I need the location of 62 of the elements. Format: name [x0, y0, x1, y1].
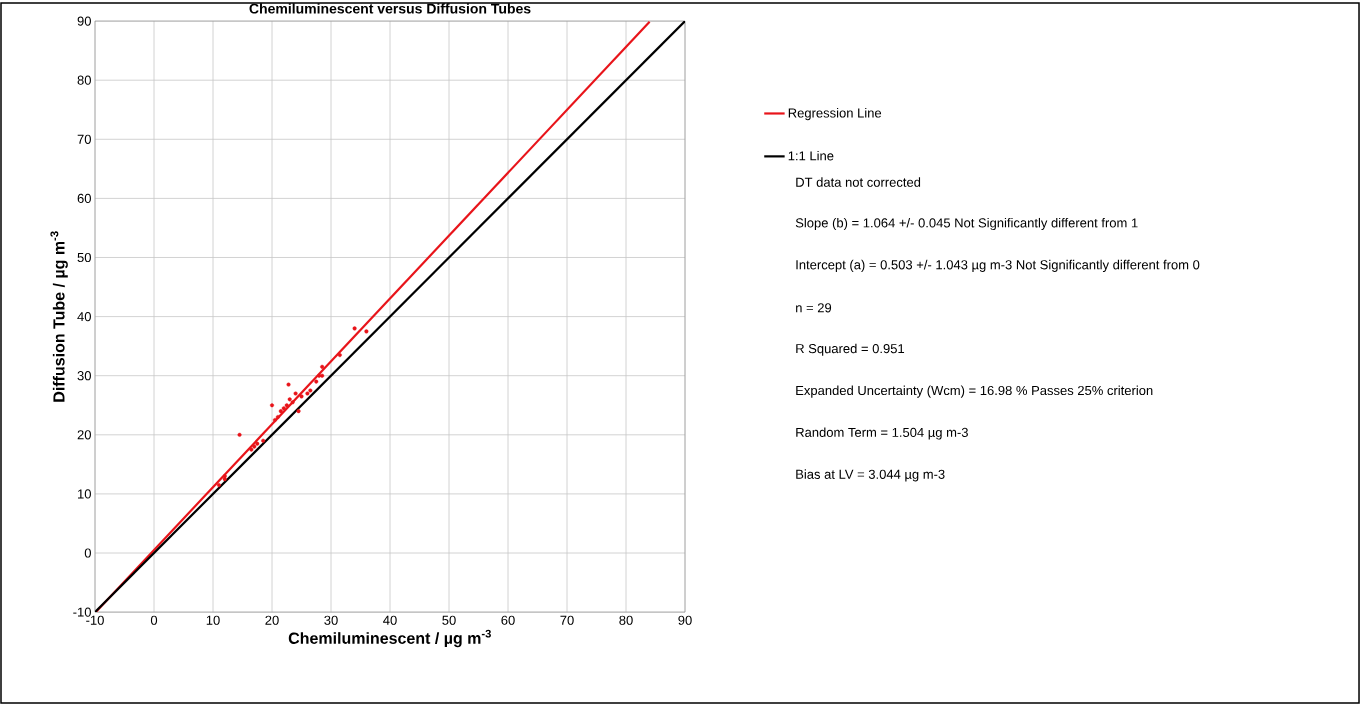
point [290, 400, 295, 405]
point [305, 391, 310, 396]
x-tick-label: 0 [150, 615, 158, 625]
x-axis-title: Chemiluminescent / µg m$^{-3}$ [288, 629, 491, 648]
point [317, 373, 322, 378]
text: n = 29 [796, 303, 832, 313]
y-tick-label: 20 [77, 430, 91, 440]
text: Slope (b) = 1.064 +/- 0.045 Not Significantly different from 1 [795, 217, 1138, 231]
point [286, 382, 291, 387]
y-tick-label: 60 [77, 193, 91, 203]
point [293, 391, 298, 396]
point [296, 409, 301, 414]
y-tick-label: 30 [77, 371, 91, 381]
point [284, 403, 289, 408]
point [222, 474, 227, 479]
y-tick-label: 50 [77, 252, 91, 263]
y-tick-label: 40 [77, 311, 91, 322]
point [352, 326, 357, 331]
legend-label: Regression Line [788, 107, 882, 121]
x-tick-label: 60 [501, 615, 515, 625]
x-tick-label: 80 [619, 615, 633, 625]
y-tick-label: 0 [84, 548, 91, 558]
point [249, 447, 254, 452]
y-tick-label: 80 [77, 75, 91, 85]
x-tick-label: 70 [560, 615, 574, 625]
chart-title: Chemiluminescent versus Diffusion Tubes [249, 3, 531, 14]
x-tick-label: 20 [265, 615, 279, 625]
x-tick-label: 30 [324, 615, 338, 625]
y-tick-label: 70 [77, 134, 91, 144]
x-tick-label: -10 [86, 615, 104, 625]
text: Bias at LV = 3.044 µg m-3 [796, 469, 945, 482]
x-tick-label: 90 [678, 615, 692, 625]
point [320, 373, 325, 378]
x-tick-label: 10 [206, 615, 220, 625]
y-tick-label: -10 [73, 607, 91, 617]
point [281, 406, 286, 411]
y-tick-label: 90 [77, 16, 91, 26]
y-axis-title: Diffusion Tube / µg m$^{-3}$ [50, 231, 68, 402]
point [364, 329, 369, 334]
legend-label: 1:1 Line [788, 150, 834, 161]
point [308, 388, 313, 393]
point [255, 441, 260, 446]
point [252, 444, 257, 449]
point [320, 364, 325, 369]
point [275, 415, 280, 420]
point [261, 438, 266, 443]
text: Random Term = 1.504 µg m-3 [796, 427, 968, 440]
text: DT data not corrected [796, 177, 921, 187]
point [337, 352, 342, 357]
y-tick-label: 10 [78, 489, 91, 499]
point [222, 477, 227, 482]
point [216, 482, 221, 487]
point [270, 403, 275, 408]
x-tick-label: 40 [383, 615, 397, 625]
x-tick-label: 50 [442, 615, 456, 625]
text: Expanded Uncertainty (Wcm) = 16.98 % Passes 25% criterion [796, 385, 1153, 398]
text: Intercept (a) = 0.503 +/- 1.043 µg m-3 Not Significantly different from 0 [796, 259, 1200, 272]
point [237, 432, 242, 437]
text: R Squared = 0.951 [796, 343, 905, 356]
point [314, 379, 319, 384]
point [299, 394, 304, 399]
point [287, 397, 292, 402]
